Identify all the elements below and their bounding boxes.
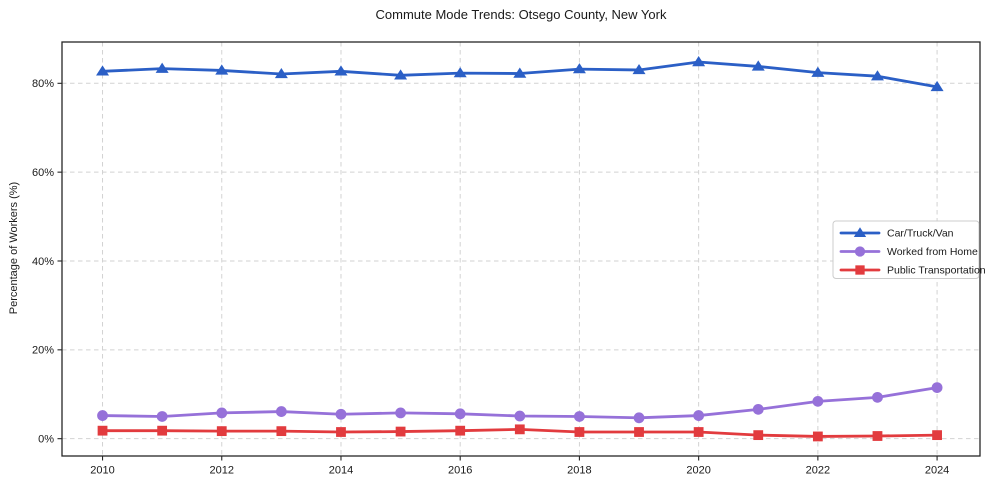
triangle-marker [96,65,110,76]
y-tick-label: 40% [32,256,54,268]
x-tick-label: 2014 [329,465,353,477]
x-tick-label: 2020 [686,465,710,477]
square-marker [693,427,704,437]
y-tick-label: 80% [32,78,54,90]
circle-marker [97,410,108,421]
triangle-marker [930,80,944,92]
legend-entry: Car/Truck/Van [839,227,954,240]
square-marker [157,425,168,436]
series-car-truck-van [96,55,944,92]
circle-marker [574,411,585,422]
y-tick-label: 60% [32,167,54,179]
y-tick-label: 20% [32,345,54,357]
legend-entry: Worked from Home [839,246,978,258]
circle-marker [633,412,645,424]
circle-marker [216,407,228,419]
x-tick-label: 2012 [210,465,234,477]
triangle-marker [394,69,408,80]
legend-label: Car/Truck/Van [887,228,954,240]
square-marker [812,431,823,442]
y-tick-label: 0% [38,433,54,445]
series-worked-from-home [97,382,943,424]
square-marker [514,424,525,435]
plot-frame [61,41,981,457]
circle-marker [931,382,943,393]
tick-marks: 2010 2012 2014 2016 2018 2020 2022 2024 0% 20% 40%… [32,78,949,476]
square-marker [932,430,942,441]
circle-marker [693,410,705,421]
triangle-marker [572,63,586,74]
legend-box [832,220,980,279]
triangle-marker [811,66,825,77]
circle-marker [752,403,764,415]
circle-marker [872,391,883,403]
square-marker [855,265,865,275]
circle-marker [335,408,347,420]
circle-marker [156,411,168,422]
triangle-marker [853,227,867,237]
legend-label: Worked from Home [887,246,978,258]
square-marker [634,427,644,437]
square-marker [574,427,585,437]
square-marker [97,425,108,436]
circle-marker [812,395,824,407]
triangle-marker [692,55,706,67]
x-tick-label: 2016 [448,465,472,477]
square-marker [872,431,883,441]
square-marker [216,426,227,437]
x-tick-label: 2018 [567,465,591,477]
square-marker [276,426,287,437]
triangle-marker [334,65,348,76]
y-axis-label: Percentage of Workers (%) [8,181,20,315]
legend-label: Public Transportation [887,265,986,277]
circle-marker [514,410,526,422]
triangle-marker [274,67,288,79]
circle-marker [454,408,466,420]
x-tick-label: 2024 [925,465,949,477]
square-marker [455,425,466,436]
triangle-marker [155,62,169,73]
triangle-marker [751,60,765,71]
square-marker [753,430,764,441]
triangle-marker [513,67,527,78]
triangle-marker [215,64,229,75]
circle-marker [275,406,287,417]
square-marker [336,427,346,437]
square-marker [395,426,406,437]
legend-entry: Public Transportation [839,265,986,277]
x-tick-label: 2022 [806,465,830,477]
chart-title: Commute Mode Trends: Otsego County, New … [375,7,667,22]
circle-marker [854,246,866,257]
legend: Car/Truck/Van Worked from Home Public Tran… [832,220,986,279]
x-tick-label: 2010 [90,465,114,477]
triangle-marker [632,63,646,75]
series-public-transportation [97,424,942,442]
triangle-marker [870,70,884,81]
triangle-marker [453,67,467,78]
circle-marker [395,407,406,419]
